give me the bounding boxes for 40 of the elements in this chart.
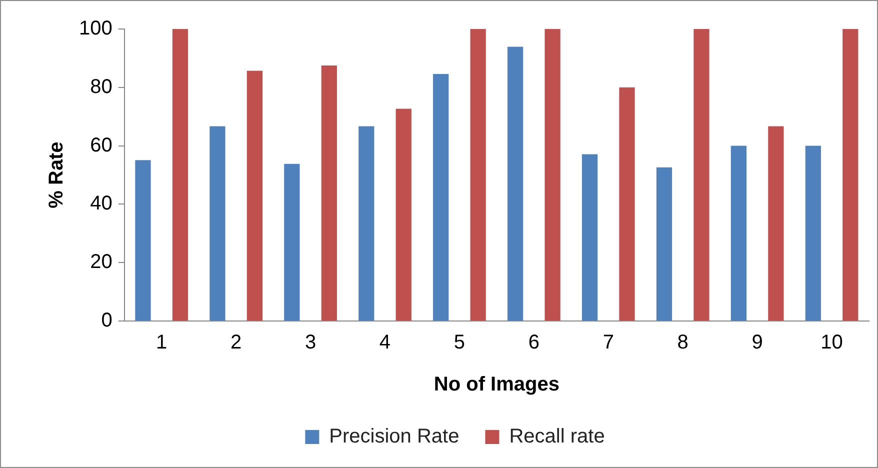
bar (694, 29, 710, 320)
x-tick-label: 6 (528, 332, 540, 354)
bar (135, 160, 151, 320)
y-axis-title: % Rate (46, 142, 68, 208)
bar (805, 146, 821, 320)
y-tick-label: 0 (101, 310, 112, 332)
legend-label: Precision Rate (329, 426, 460, 448)
x-axis-title: No of Images (434, 374, 560, 396)
bar (172, 29, 188, 320)
x-tick-label: 4 (379, 332, 391, 354)
x-tick-label: 5 (454, 332, 466, 354)
x-tick-label: 10 (820, 332, 843, 354)
x-tick-label: 1 (156, 332, 168, 354)
bar (321, 66, 337, 320)
bar (358, 126, 374, 320)
x-tick-label: 3 (304, 332, 316, 354)
y-tick-label: 80 (90, 76, 112, 98)
x-tick-label: 8 (677, 332, 688, 354)
x-tick-label: 2 (230, 332, 242, 354)
y-tick-label: 60 (90, 134, 112, 156)
bar (284, 164, 300, 320)
bar (730, 146, 747, 320)
bar (433, 74, 449, 320)
bar (768, 126, 784, 320)
bar (619, 87, 635, 320)
x-tick-label: 9 (752, 332, 763, 354)
bar (544, 29, 560, 320)
bar (246, 70, 262, 320)
legend-label: Recall rate (509, 426, 605, 448)
x-tick-label: 7 (602, 332, 614, 354)
y-tick-label: 100 (78, 18, 112, 40)
bar (582, 154, 598, 320)
y-tick-label: 40 (90, 192, 112, 215)
bar (842, 29, 858, 320)
bar (470, 29, 486, 320)
bar (210, 126, 226, 320)
bar (396, 108, 412, 320)
bar (507, 46, 524, 320)
y-tick-label: 20 (90, 251, 112, 274)
bar (656, 167, 672, 320)
